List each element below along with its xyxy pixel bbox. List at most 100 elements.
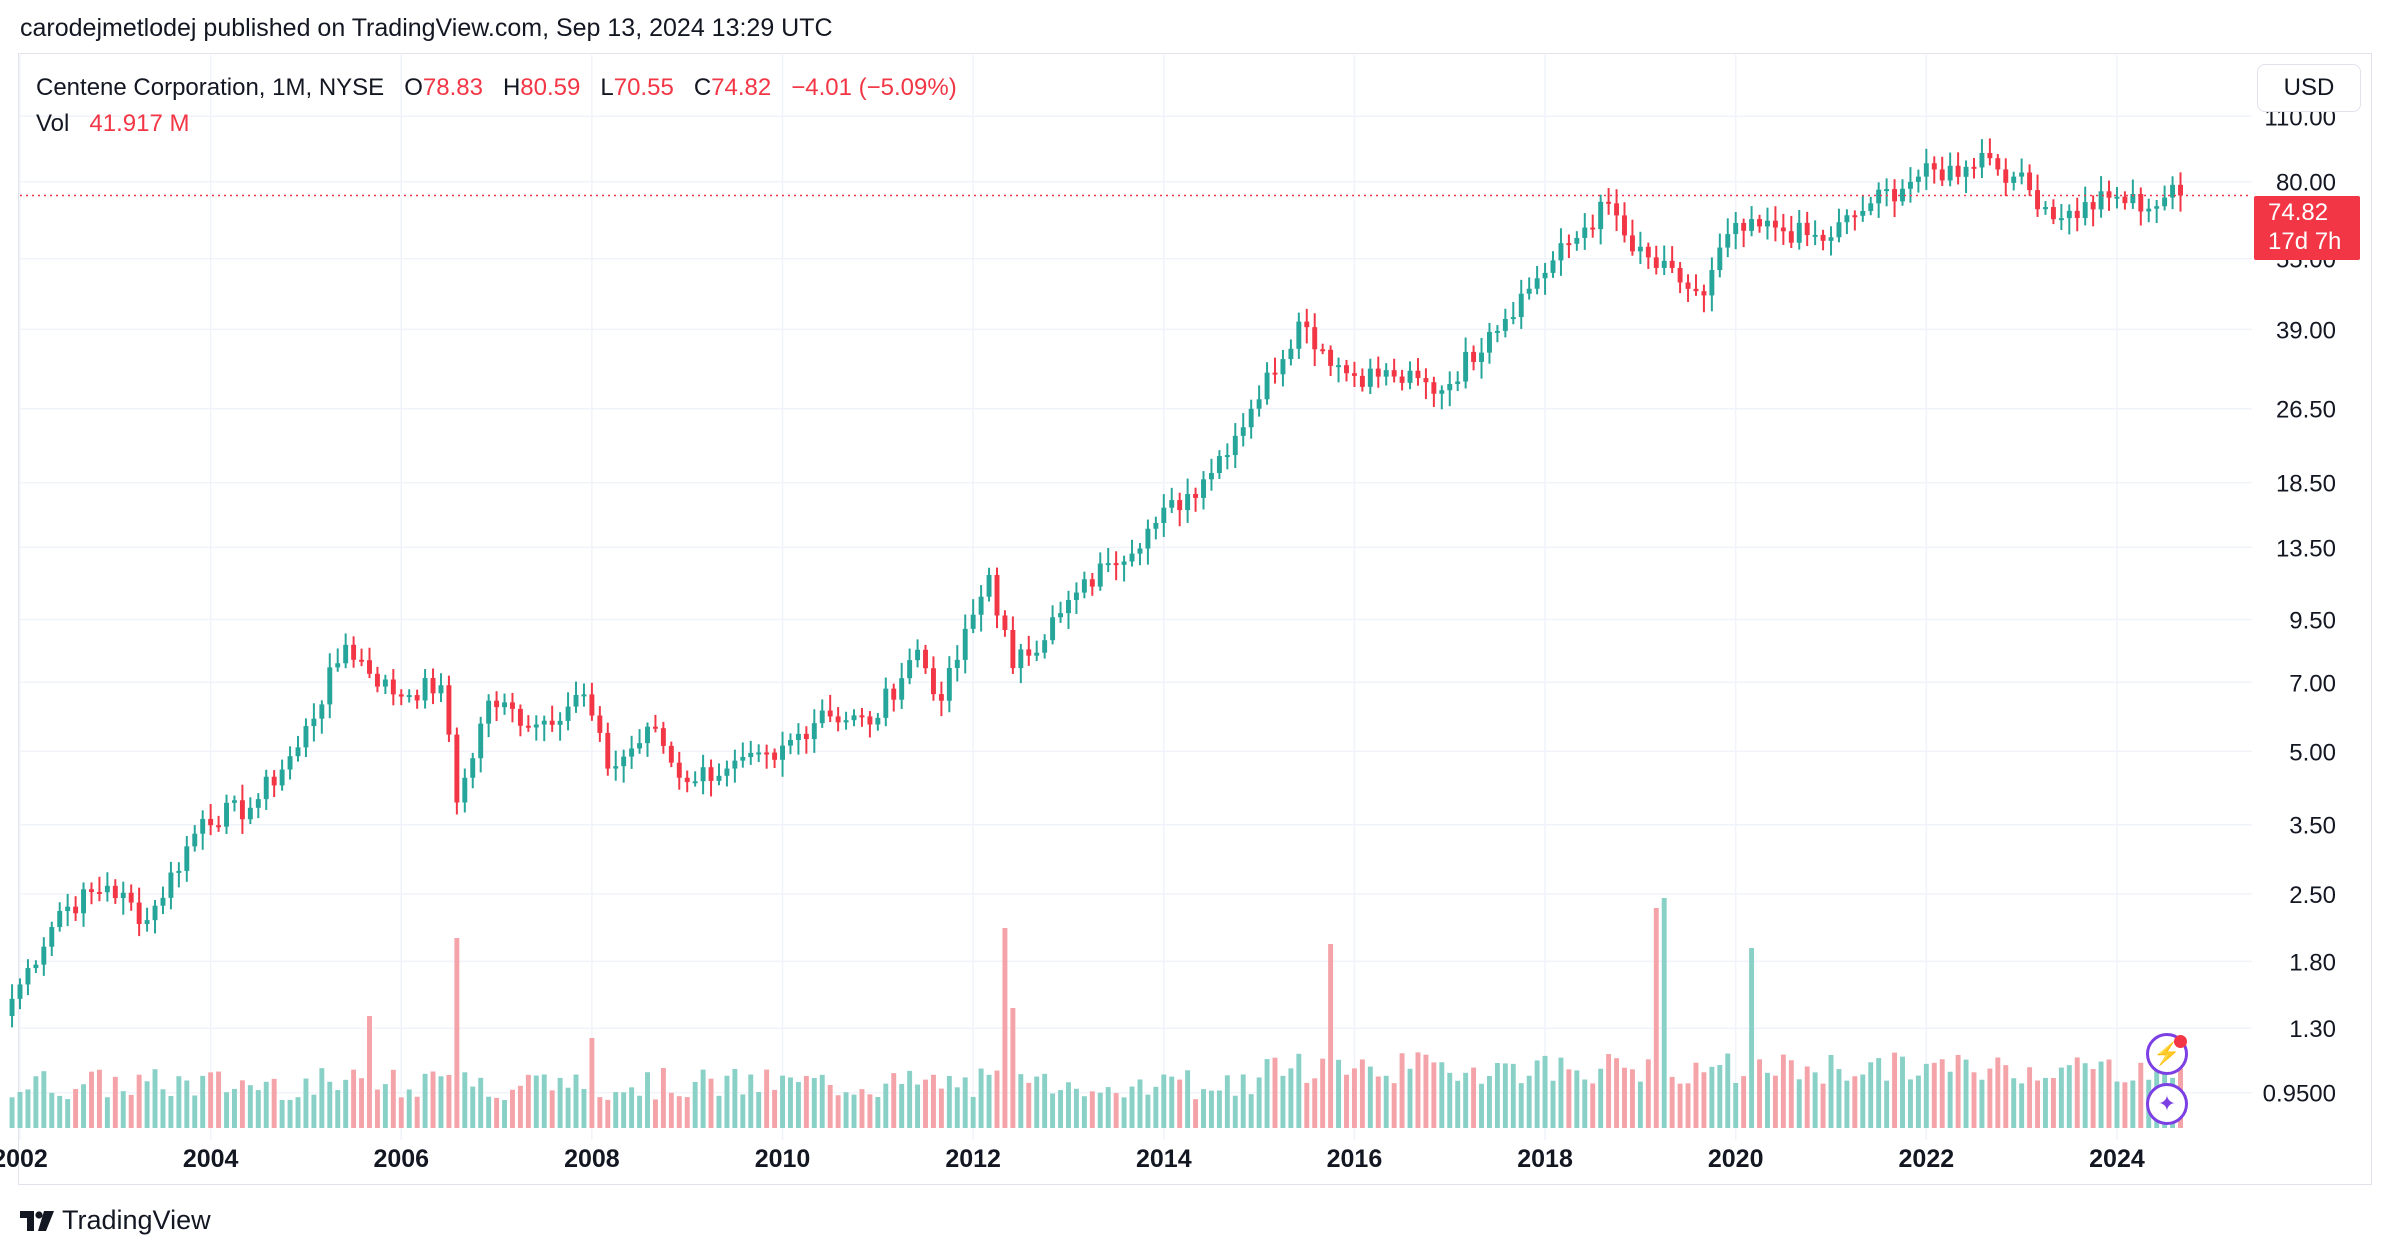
volume-bar [1645,1059,1651,1128]
candle-body [1542,272,1548,279]
candle-body [200,818,206,834]
volume-bar [1717,1065,1723,1128]
candle-body [49,927,55,947]
volume-bar [1637,1081,1643,1128]
volume-bar [216,1071,222,1128]
candle-body [184,846,190,871]
candle-body [764,752,770,755]
candle-body [668,745,674,763]
candle-body [398,694,404,697]
lightning-icon[interactable]: ⚡ [2146,1033,2188,1075]
candle-body [1010,629,1016,669]
candle-body [486,700,492,724]
candle-body [740,756,746,761]
volume-bar [1201,1089,1206,1128]
candle-body [827,710,833,717]
volume-bar [1915,1075,1921,1128]
volume-bar [1193,1099,1199,1128]
candle-body [708,767,714,781]
volume-bar [1129,1086,1135,1128]
candle-body [1645,246,1651,258]
candle-body [676,762,682,778]
bar-countdown: 17d 7h [2268,228,2342,255]
volume-bar [613,1092,619,1128]
volume-bar [2098,1061,2104,1128]
candle-body [819,710,825,724]
candle-body [2130,193,2136,204]
candle-body [263,776,269,800]
candle-body [494,700,500,708]
volume-bar [1407,1068,1413,1128]
candle-body [589,694,595,716]
volume-bar [2122,1082,2128,1128]
volume-bar [1073,1088,1079,1128]
candle-body [915,649,921,661]
volume-bar [1590,1083,1596,1128]
volume-bar [1312,1078,1318,1128]
candle-body [1105,563,1111,566]
candle-body [89,889,94,893]
candle-body [1733,223,1739,235]
volume-bar [581,1088,587,1128]
candle-body [374,673,380,687]
candle-body [1717,247,1723,271]
volume-bar [1264,1059,1270,1128]
volume-bar [9,1097,15,1128]
volume-bar [1487,1076,1492,1128]
volume-bar [1216,1090,1222,1128]
volume-bar [1963,1059,1969,1128]
volume-bar [1622,1067,1627,1128]
candle-body [104,885,110,893]
volume-bar [1288,1068,1294,1128]
volume-bar [192,1095,198,1128]
candle-body [1224,455,1230,458]
currency-button[interactable]: USD [2257,64,2361,112]
candle-body [1272,372,1278,375]
volume-label[interactable]: Vol [36,110,70,137]
tradingview-logo[interactable]: TradingView [20,1205,211,1236]
candle-body [597,715,603,733]
candle-body [343,644,349,664]
volume-bar [1399,1053,1405,1128]
candle-body [684,777,690,783]
volume-bar [2019,1083,2025,1128]
symbol-name[interactable]: Centene Corporation, 1M, NYSE [36,74,385,101]
ohlc-row: Centene Corporation, 1M, NYSE O78.83 H80… [36,70,957,106]
candle-body [2138,193,2144,212]
close-label: C [693,74,712,101]
candle-body [1780,227,1786,232]
candle-body [1852,215,1858,218]
volume-bar [994,1070,1000,1128]
volume-bar [271,1078,277,1128]
volume-bar [247,1085,253,1128]
sparkle-icon[interactable]: ✦ [2146,1083,2188,1125]
volume-bar [764,1069,770,1128]
volume-bar [1240,1074,1246,1128]
volume-bar [986,1074,992,1128]
volume-bar [406,1089,412,1128]
chart-frame[interactable] [18,53,2372,1185]
candle-body [2082,202,2088,219]
candle-body [224,802,229,827]
candle-body [208,818,214,826]
volume-value: 41.917 M [89,110,190,137]
candle-body [1153,522,1159,529]
volume-bar [2058,1067,2064,1128]
candle-body [454,734,460,803]
candle-body [803,733,809,740]
volume-bar [1153,1086,1159,1128]
candle-body [9,998,15,1016]
volume-bar [891,1073,897,1128]
volume-bar [351,1069,357,1128]
candle-body [239,800,245,820]
x-tick-label: 2012 [945,1145,1001,1173]
volume-bar [700,1069,706,1128]
volume-bar [1336,1059,1342,1128]
volume-bar [565,1087,571,1128]
candle-body [1344,365,1349,374]
volume-bar [637,1095,643,1128]
candle-body [287,756,293,770]
candle-body [930,668,936,695]
volume-bar [287,1099,293,1128]
